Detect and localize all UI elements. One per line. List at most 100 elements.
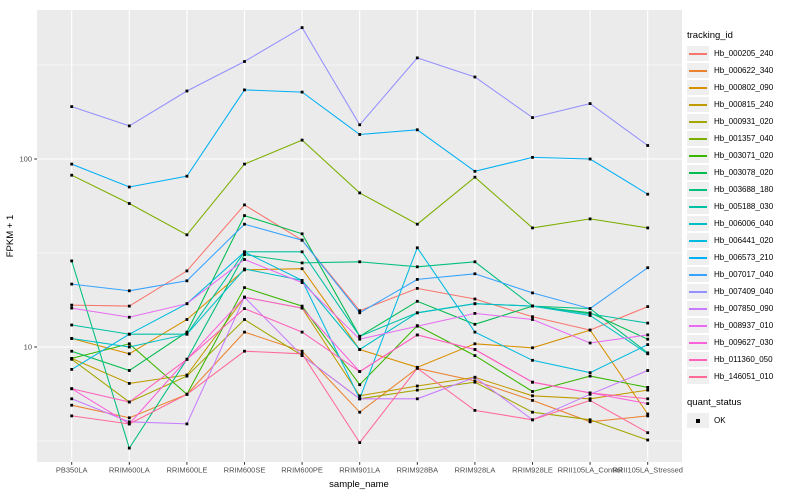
legend-line-swatch — [689, 273, 707, 276]
data-point — [588, 371, 592, 375]
legend-label: Hb_000931_020 — [714, 117, 774, 126]
data-point — [243, 307, 246, 310]
data-point — [243, 295, 246, 299]
legend-label: Hb_007850_090 — [714, 304, 774, 313]
data-point — [300, 330, 304, 334]
data-point — [300, 250, 304, 254]
data-point — [300, 238, 304, 242]
x-tick-label: RRIM600PE — [281, 466, 323, 475]
legend-key — [687, 335, 709, 350]
data-point — [531, 410, 534, 414]
data-point — [473, 312, 477, 315]
legend-item-Hb_000815_240: Hb_000815_240 — [687, 97, 799, 112]
data-point — [185, 269, 189, 273]
data-point — [358, 191, 362, 195]
x-tick-label: RRIM600LE — [166, 466, 207, 475]
data-point — [185, 422, 189, 426]
data-point — [473, 169, 477, 173]
data-point — [531, 390, 534, 393]
data-point — [531, 418, 534, 422]
data-point — [646, 397, 650, 401]
data-point — [243, 330, 246, 334]
data-point — [127, 289, 131, 293]
data-point — [70, 403, 74, 407]
quant-status-key — [687, 413, 709, 428]
legend-key — [687, 216, 709, 231]
legend-line-swatch — [689, 290, 707, 293]
data-point — [415, 246, 419, 250]
data-point — [415, 128, 419, 132]
legend-item-Hb_006441_020: Hb_006441_020 — [687, 233, 799, 248]
data-point — [358, 334, 362, 338]
data-point — [243, 286, 246, 289]
legend-line-swatch — [689, 375, 707, 378]
data-point — [358, 337, 362, 341]
data-point — [300, 306, 304, 310]
data-point — [473, 342, 477, 346]
data-point — [70, 397, 74, 401]
legend-key — [687, 199, 709, 214]
data-point — [70, 162, 74, 166]
data-point — [127, 304, 131, 308]
legend-key — [687, 301, 709, 316]
data-point — [358, 397, 362, 401]
data-point — [473, 297, 477, 301]
legend-key — [687, 80, 709, 95]
data-point — [70, 414, 74, 418]
data-point — [243, 88, 246, 92]
data-point — [70, 387, 74, 391]
data-point — [415, 278, 419, 281]
data-point — [127, 446, 131, 450]
data-point — [185, 374, 189, 378]
data-point — [473, 75, 477, 79]
y-tick-label: 10 — [24, 343, 32, 352]
data-point — [531, 394, 534, 398]
data-point — [646, 305, 650, 308]
data-point — [127, 420, 131, 424]
data-point — [646, 402, 650, 405]
data-point — [646, 412, 650, 416]
legend-item-Hb_003071_020: Hb_003071_020 — [687, 148, 799, 163]
data-point — [531, 156, 534, 159]
legend-item-Hb_005188_030: Hb_005188_030 — [687, 199, 799, 214]
data-point — [588, 374, 592, 378]
data-point — [243, 203, 246, 207]
legend-label: Hb_011360_050 — [714, 355, 773, 364]
data-point — [415, 397, 419, 401]
legend-line-swatch — [689, 222, 707, 225]
data-point — [473, 409, 477, 412]
data-point — [646, 337, 650, 341]
data-point — [588, 307, 592, 310]
legend-key — [687, 114, 709, 129]
legend-key — [687, 63, 709, 78]
data-point — [415, 333, 419, 337]
data-point — [127, 124, 131, 128]
legend-label: Hb_003071_020 — [714, 151, 774, 160]
legend-label: Hb_000622_340 — [714, 66, 774, 75]
legend-item-Hb_146051_010: Hb_146051_010 — [687, 369, 799, 384]
data-point — [473, 260, 477, 264]
data-point — [243, 253, 246, 256]
legend-label: Hb_003688_180 — [714, 185, 774, 194]
data-point — [531, 358, 534, 362]
data-point — [588, 328, 592, 332]
data-point — [70, 357, 74, 360]
data-point — [531, 116, 534, 119]
quant-status-legend-title: quant_status — [687, 397, 742, 408]
data-point — [185, 357, 189, 361]
legend-item-Hb_001357_040: Hb_001357_040 — [687, 131, 799, 146]
data-point — [300, 26, 304, 29]
data-point — [473, 175, 477, 179]
legend-line-swatch — [689, 358, 707, 361]
data-point — [243, 162, 246, 166]
data-point — [185, 302, 189, 306]
legend-label: Hb_003078_020 — [714, 168, 774, 177]
legend-line-swatch — [689, 52, 707, 55]
legend-line-swatch — [689, 120, 707, 123]
quant-status-label: OK — [714, 416, 726, 425]
data-point — [300, 90, 304, 94]
data-point — [243, 258, 246, 261]
legend-line-swatch — [689, 171, 707, 174]
x-tick-label: RRIM901LA — [339, 466, 380, 475]
y-tick-label: 100 — [19, 155, 32, 164]
